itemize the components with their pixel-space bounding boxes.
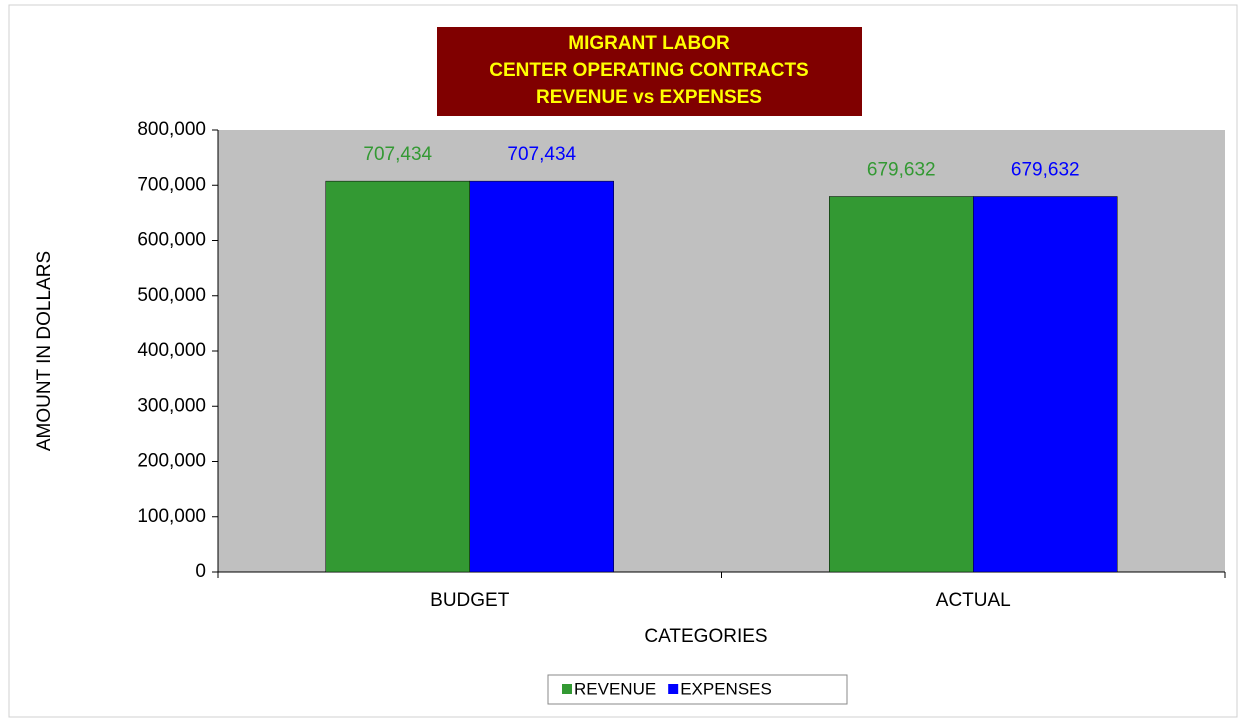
y-tick-label: 100,000	[137, 506, 206, 527]
legend-swatch	[562, 684, 572, 694]
y-tick-label: 300,000	[137, 395, 206, 416]
y-tick-label: 700,000	[137, 174, 206, 195]
chart-title: REVENUE vs EXPENSES	[536, 87, 762, 108]
legend-label: REVENUE	[574, 679, 656, 698]
data-label: 707,434	[507, 144, 576, 165]
legend-label: EXPENSES	[680, 679, 772, 698]
x-tick-label: BUDGET	[430, 590, 510, 611]
y-tick-label: 600,000	[137, 230, 206, 251]
bar	[469, 180, 614, 573]
y-tick-label: 0	[195, 561, 206, 582]
y-tick-label: 400,000	[137, 340, 206, 361]
chart-title: CENTER OPERATING CONTRACTS	[489, 60, 808, 81]
chart-title: MIGRANT LABOR	[568, 33, 730, 54]
title-box	[437, 27, 862, 116]
data-label: 679,632	[1011, 160, 1080, 181]
legend-swatch	[668, 684, 679, 694]
bar	[829, 196, 974, 573]
bar	[973, 196, 1118, 573]
bar	[325, 180, 470, 573]
data-label: 679,632	[867, 160, 936, 181]
data-label: 707,434	[363, 144, 432, 165]
y-tick-label: 200,000	[137, 451, 206, 472]
x-tick-label: ACTUAL	[936, 590, 1011, 611]
legend-box	[547, 674, 848, 705]
x-axis-label: CATEGORIES	[644, 626, 767, 647]
y-tick-label: 800,000	[137, 119, 206, 140]
y-tick-label: 500,000	[137, 285, 206, 306]
y-axis-label: AMOUNT IN DOLLARS	[34, 251, 55, 451]
